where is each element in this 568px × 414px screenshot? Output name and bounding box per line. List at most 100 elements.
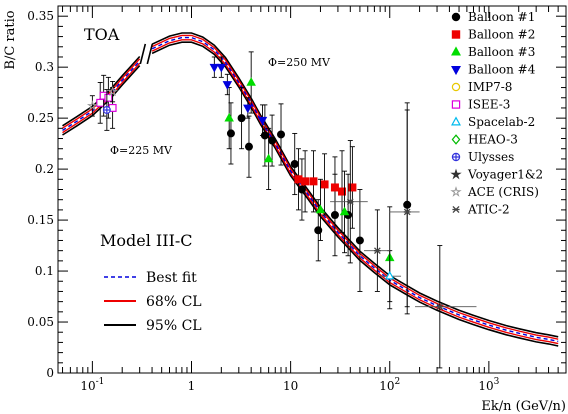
data-point-balloon-4 (243, 104, 253, 114)
x-axis-label: Ek/n (GeV/n) (481, 399, 566, 414)
chart-text: B/C ratio Ek/n (GeV/n) TOA Φ=250 MV Φ=22… (3, 10, 566, 414)
y-tick-label: 0 (46, 366, 54, 380)
x-tick-label-exponent: 3 (494, 377, 500, 387)
data-point-ulysses-cross (103, 106, 111, 114)
data-point-ulysses (102, 105, 111, 114)
legend-marker-balloon-2 (451, 30, 461, 39)
data-point-balloon-1 (226, 129, 235, 138)
annotation-phi-low: Φ=225 MV (110, 144, 173, 157)
model-legend-label: Best fit (146, 270, 197, 286)
legend-marker-atic-2 (452, 205, 460, 214)
data-point-balloon-2 (338, 187, 347, 196)
data-point-balloon-3 (315, 204, 326, 214)
x-tick-label: 10 (283, 379, 298, 393)
data-point-balloon-3 (224, 112, 234, 122)
data-point-balloon-2 (309, 177, 318, 186)
legend-marker-balloon-1 (451, 12, 461, 22)
data-point-balloon-1 (277, 130, 286, 139)
legend-marker-isee-3 (451, 100, 461, 109)
data-point-balloon-1 (244, 142, 253, 151)
y-tick-label: 0.3 (35, 60, 54, 74)
legend-label-balloon-4: Balloon #4 (468, 63, 536, 77)
plot-content (62, 32, 559, 369)
legend-label-spacelab-2: Spacelab-2 (468, 115, 535, 129)
data-point-balloon-1 (237, 114, 246, 123)
data-point-balloon-1 (314, 226, 323, 235)
x-tick-label: 10-1 (80, 377, 104, 393)
x-tick-label-base: 10 (379, 379, 394, 393)
model-legend-label: 68% CL (146, 294, 202, 310)
y-tick-label: 0.2 (35, 162, 54, 176)
data-point-balloon-4 (209, 63, 220, 73)
curve-break-mark (146, 43, 154, 65)
data-point-isee-3 (96, 98, 105, 107)
legend-label-imp7-8: IMP7-8 (468, 80, 512, 94)
data-point-balloon-3 (263, 153, 274, 163)
data-point-isee-3 (104, 93, 113, 102)
annotation-toa: TOA (84, 25, 120, 44)
y-tick-label: 0.1 (35, 264, 54, 278)
legend-marker-heao-3 (451, 134, 461, 145)
curve-best-fit-low (62, 60, 141, 131)
x-tick-label: 102 (379, 377, 400, 393)
curve-break-mark (139, 43, 147, 65)
data-point-balloon-4 (216, 63, 227, 73)
data-point-balloon-1 (290, 160, 299, 169)
data-point-atic-2 (373, 247, 381, 255)
legend-marker-imp7-8 (451, 82, 461, 92)
data-point-balloon-1 (355, 236, 364, 245)
x-tick-label-base: 10 (80, 379, 95, 393)
data-point-balloon-2 (330, 183, 339, 192)
x-tick-label: 103 (478, 377, 499, 393)
plot-area (62, 32, 559, 369)
x-tick-label: 1 (188, 379, 196, 393)
legend-marker-ulysses-cross (452, 153, 460, 161)
data-point-balloon-1 (268, 136, 277, 145)
legend-label-voyager1-2: Voyager1&2 (467, 168, 543, 182)
x-tick-label-base: 10 (478, 379, 493, 393)
data-point-atic-2 (436, 303, 444, 311)
x-tick-label-exponent: 2 (395, 377, 401, 387)
legend-label-balloon-1: Balloon #1 (468, 10, 535, 24)
y-tick-label: 0.35 (27, 9, 54, 23)
y-tick-label: 0.05 (27, 315, 54, 329)
data-point-spacelab-2 (384, 270, 395, 280)
data-point-atic-2 (403, 208, 411, 216)
data-point-balloon-2 (301, 177, 310, 186)
legend-marker-balloon-4 (451, 66, 461, 76)
legend-marker-balloon-3 (451, 46, 461, 56)
legend-label-isee-3: ISEE-3 (468, 98, 510, 112)
data-point-ace-cris (86, 100, 98, 111)
legend-marker-spacelab-2 (451, 116, 461, 126)
data-point-balloon-4 (222, 81, 233, 90)
y-axis-label: B/C ratio (3, 10, 18, 69)
curve-95-lower-low (62, 65, 141, 136)
legend-label-ace-cris: ACE (CRIS) (467, 185, 539, 199)
legend-marker-ulysses (451, 152, 461, 162)
legend-label-ulysses: Ulysses (468, 150, 514, 164)
legend-marker-voyager1-2 (450, 168, 462, 180)
data-point-balloon-2 (294, 175, 303, 184)
legend-marker-ace-cris (450, 186, 462, 197)
y-tick-label: 0.15 (27, 213, 54, 227)
legend-label-balloon-2: Balloon #2 (468, 28, 535, 42)
data-point-ace-cris (107, 85, 119, 97)
legend: Balloon #1 Balloon #2 Balloon #3 Balloon #4… (104, 10, 543, 334)
data-point-balloon-3 (246, 77, 256, 86)
x-tick-label-exponent: -1 (96, 377, 105, 387)
curve-best-fit-high (151, 36, 559, 343)
legend-label-atic-2: ATIC-2 (467, 203, 510, 217)
curve-95-lower-high (151, 41, 559, 347)
legend-label-balloon-3: Balloon #3 (468, 45, 535, 59)
curve-68-upper-high (151, 34, 559, 340)
annotation-phi-high: Φ=250 MV (268, 56, 331, 69)
data-point-balloon-2 (348, 183, 357, 192)
data-point-balloon-1 (297, 185, 306, 194)
curve-68-lower-high (151, 39, 559, 345)
y-tick-label: 0.25 (27, 111, 54, 125)
legend-label-heao-3: HEAO-3 (468, 133, 518, 147)
annotation-model: Model III-C (100, 231, 193, 250)
